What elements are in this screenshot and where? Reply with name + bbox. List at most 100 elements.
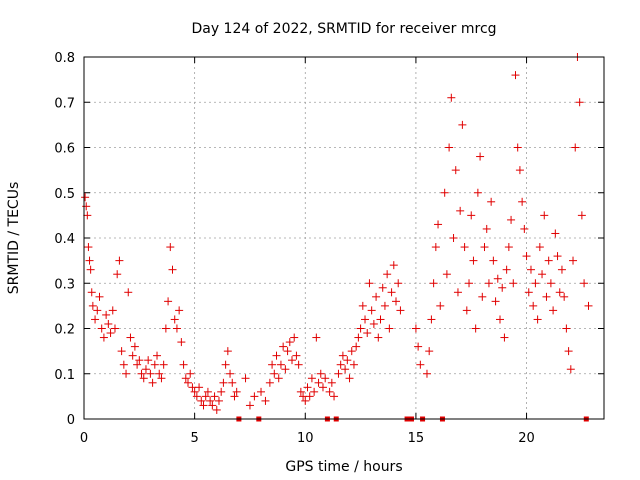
data-point (372, 292, 381, 301)
data-point (436, 301, 445, 310)
data-point (217, 387, 226, 396)
data-point (272, 351, 281, 360)
data-point (305, 392, 314, 401)
data-point (223, 347, 232, 356)
y-tick-label: 0.6 (54, 142, 75, 157)
y-tick-label: 0 (67, 413, 75, 428)
data-point (352, 342, 361, 351)
data-point (226, 369, 235, 378)
data-point (389, 261, 398, 270)
data-point (126, 333, 135, 342)
data-point (276, 360, 285, 369)
data-point (392, 297, 400, 306)
data-point (374, 333, 383, 342)
data-point (551, 229, 560, 238)
data-point (290, 333, 299, 342)
data-point (281, 365, 290, 374)
data-point (566, 365, 575, 374)
data-point (429, 279, 438, 288)
data-point (153, 351, 162, 360)
data-point (279, 342, 288, 351)
data-point (538, 270, 547, 279)
data-point (245, 401, 254, 410)
data-point (361, 315, 370, 324)
data-point (422, 369, 431, 378)
data-point (190, 387, 199, 396)
data-point (95, 292, 104, 301)
data-point (84, 243, 93, 252)
data-point (164, 297, 173, 306)
data-point (571, 143, 580, 152)
data-point (480, 243, 489, 252)
data-point (82, 202, 91, 211)
data-point (285, 338, 294, 347)
data-point (369, 319, 378, 328)
data-point (113, 270, 122, 279)
data-point (181, 374, 190, 383)
data-point (383, 270, 392, 279)
data-point (354, 333, 363, 342)
data-point (232, 387, 241, 396)
data-point (133, 360, 142, 369)
data-point (575, 98, 584, 107)
data-point (296, 387, 305, 396)
data-point (462, 306, 471, 315)
data-point (471, 324, 480, 333)
chart-title: Day 124 of 2022, SRMTID for receiver mrc… (191, 21, 496, 37)
data-point (292, 351, 301, 360)
data-point (316, 369, 325, 378)
data-point (221, 360, 230, 369)
data-point (312, 333, 321, 342)
x-axis-label: GPS time / hours (285, 459, 402, 475)
data-point (549, 306, 558, 315)
data-point (467, 211, 476, 220)
data-point (177, 338, 186, 347)
data-point (122, 369, 131, 378)
data-point (268, 360, 277, 369)
data-point (487, 197, 496, 206)
data-point (170, 315, 179, 324)
data-point (137, 369, 146, 378)
data-point (349, 360, 358, 369)
data-point (303, 383, 312, 392)
data-point (513, 143, 522, 152)
data-point (394, 279, 403, 288)
data-point (201, 392, 210, 401)
data-point (522, 252, 531, 261)
data-point (91, 315, 100, 324)
x-tick-label: 10 (297, 431, 314, 446)
data-point (367, 306, 376, 315)
data-point (212, 405, 221, 414)
y-tick-label: 0.4 (54, 232, 75, 247)
data-point (496, 315, 504, 324)
data-point (580, 279, 589, 288)
data-point (161, 324, 170, 333)
data-point (144, 356, 153, 365)
data-point (210, 392, 219, 401)
data-point (460, 243, 469, 252)
data-point (473, 188, 482, 197)
data-point (83, 211, 92, 220)
data-point (338, 351, 347, 360)
data-point (159, 360, 168, 369)
data-point (442, 270, 451, 279)
data-point (208, 401, 217, 410)
data-point (172, 324, 181, 333)
data-points (81, 53, 593, 422)
data-point (157, 374, 166, 383)
data-point (345, 374, 354, 383)
data-point (88, 301, 97, 310)
y-axis-label: SRMTID / TECUs (6, 182, 22, 295)
data-point (540, 211, 549, 220)
data-point (199, 401, 208, 410)
data-point (484, 279, 493, 288)
data-point (584, 301, 593, 310)
data-point (250, 392, 259, 401)
data-point (146, 369, 155, 378)
data-point (270, 369, 279, 378)
data-point (520, 224, 529, 233)
data-point (197, 396, 206, 405)
data-point (440, 188, 449, 197)
data-point (115, 256, 124, 265)
data-point (128, 351, 137, 360)
